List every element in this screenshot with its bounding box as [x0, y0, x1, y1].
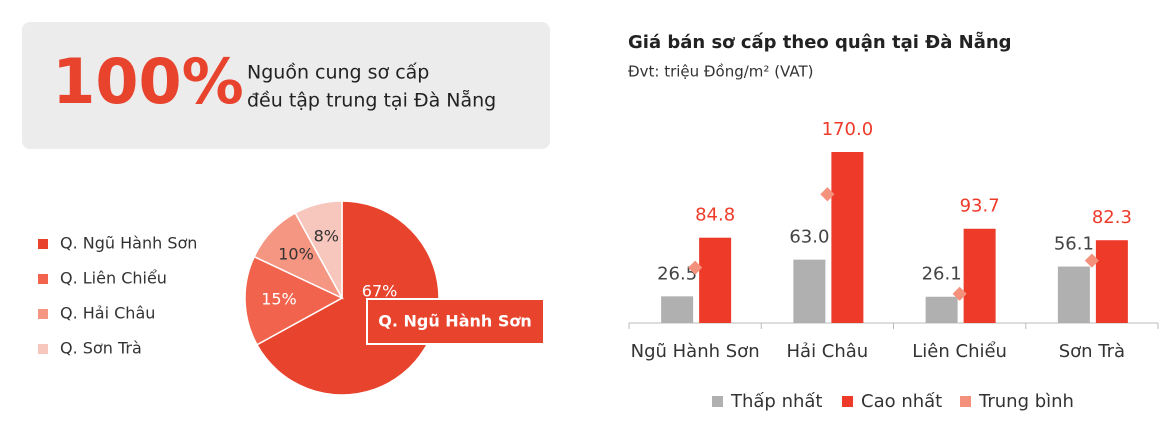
chart-subtitle: Đvt: triệu Đồng/m² (VAT) [628, 63, 813, 81]
bar [925, 296, 958, 323]
legend-label: Cao nhất [861, 391, 942, 412]
legend-label: Q. Sơn Trà [60, 339, 142, 358]
legend-label: Q. Liên Chiểu [60, 269, 167, 288]
value-label: 84.8 [695, 205, 735, 226]
bar [699, 237, 732, 323]
bar-chart: Ngũ Hành Sơn 26.5 84.8 Hải Châu 63.0 170.0 Liê… [628, 119, 1159, 412]
legend-label: Q. Ngũ Hành Sơn [60, 234, 197, 253]
bar [1095, 240, 1128, 323]
value-label: 26.5 [657, 263, 697, 284]
pie-chart: 67% Q. Ngũ Hành Sơn 15% Q. Liên Chiểu 10% Q. … [38, 200, 440, 396]
legend-swatch [712, 396, 723, 407]
bar [1057, 266, 1090, 323]
slice-label: 8% [314, 226, 339, 245]
average-marker [952, 286, 967, 301]
average-marker [820, 187, 835, 202]
stat-card [22, 22, 550, 149]
value-label: 93.7 [960, 196, 1000, 217]
legend-label: Trung bình [978, 391, 1074, 412]
legend-swatch [38, 239, 48, 249]
value-label: 170.0 [822, 119, 874, 140]
value-label: 63.0 [789, 227, 829, 248]
stat-text: Nguồn cung sơ cấp [247, 62, 429, 84]
legend-label: Q. Hải Châu [60, 304, 155, 323]
bar [793, 259, 826, 323]
legend-swatch [38, 344, 48, 354]
stat-text: đều tập trung tại Đà Nẵng [247, 89, 496, 112]
callout-box [366, 298, 545, 345]
pie-slice [244, 255, 344, 346]
x-tick-label: Liên Chiểu [912, 341, 1007, 362]
x-tick-label: Ngũ Hành Sơn [631, 341, 760, 362]
stat-value: 100% [52, 45, 244, 118]
legend-swatch [38, 274, 48, 284]
pie-slice [255, 200, 440, 396]
chart-title: Giá bán sơ cấp theo quận tại Đà Nẵng [628, 31, 1012, 53]
value-label: 82.3 [1092, 207, 1132, 228]
bar [661, 296, 694, 323]
average-marker [688, 260, 703, 275]
x-tick-label: Sơn Trà [1059, 341, 1125, 362]
callout-label: Q. Ngũ Hành Sơn [378, 312, 532, 331]
pie-slice [294, 200, 343, 299]
legend-swatch [960, 396, 971, 407]
bar [963, 228, 996, 323]
callout: Q. Ngũ Hành Sơn [366, 298, 545, 345]
slice-label: 15% [261, 289, 297, 308]
value-label: 26.1 [922, 264, 962, 285]
legend-swatch [38, 309, 48, 319]
legend-label: Thấp nhất [730, 391, 823, 412]
slice-label: 10% [278, 244, 314, 263]
legend-swatch [842, 396, 853, 407]
value-label: 56.1 [1054, 234, 1094, 255]
bar [831, 152, 864, 323]
average-marker [1084, 253, 1099, 268]
x-tick-label: Hải Châu [787, 341, 869, 362]
slice-label: 67% [362, 282, 398, 301]
